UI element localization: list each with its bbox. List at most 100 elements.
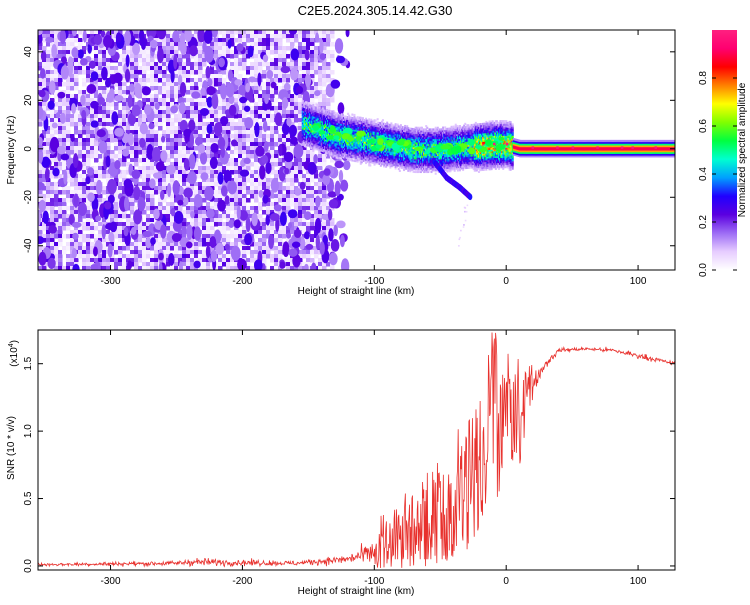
spectrogram-blob — [111, 111, 119, 125]
spectrogram-cell — [54, 110, 59, 115]
spectrogram-cell — [242, 150, 247, 155]
spectrogram-ridge-cell — [313, 121, 316, 124]
spectrogram-cell — [314, 50, 319, 55]
spectrogram-cell — [58, 42, 63, 47]
spectrogram-blob — [314, 217, 322, 234]
spectrogram-cell — [194, 158, 199, 163]
spectrogram-cell — [174, 90, 179, 95]
spectrogram-ridge-cell — [303, 111, 306, 114]
spectrogram-cell — [302, 30, 307, 35]
spectrogram-cell — [78, 182, 83, 187]
spectrogram-cell — [246, 262, 251, 267]
spectrogram-cell — [230, 178, 235, 183]
spectrogram-cell — [226, 122, 231, 127]
spectrogram-cell — [242, 94, 247, 99]
spectrogram-cell — [82, 186, 87, 191]
spectrogram-cell — [134, 146, 139, 151]
spectrogram-cell — [246, 34, 251, 39]
spectrogram-cell — [138, 222, 143, 227]
spectrogram-cell — [302, 174, 307, 179]
spectrogram-cell — [78, 42, 83, 47]
spectrogram-cell — [278, 102, 283, 107]
spectrogram-cell — [50, 206, 55, 211]
spectrogram-cell — [298, 194, 303, 199]
spectrogram-ridge-cell — [312, 103, 315, 107]
spectrogram-cell — [130, 210, 135, 215]
spectrogram-cell — [278, 246, 283, 251]
spectrogram-cell — [158, 90, 163, 95]
spectrogram-cell — [54, 90, 59, 95]
spectrogram-cell — [158, 74, 163, 79]
spectrogram-cell — [182, 246, 187, 251]
spectrogram-cell — [270, 126, 275, 131]
spectrogram-blob — [57, 91, 66, 99]
spectrogram-ridge-cell — [323, 120, 326, 123]
spectrogram-ridge-cell — [317, 146, 320, 149]
spectrogram-blob — [178, 102, 186, 115]
spectrogram-cell — [222, 46, 227, 51]
spectrogram-cell — [202, 74, 207, 79]
spectrogram-cell — [186, 114, 191, 119]
spectrogram-cell — [58, 214, 63, 219]
spectrogram-cell — [166, 162, 171, 167]
spectrogram-cell — [286, 78, 291, 83]
spectrogram-cell — [214, 82, 219, 87]
spectrogram-cell — [170, 218, 175, 223]
spectrogram-blob — [245, 217, 251, 233]
spectrogram-cell — [114, 210, 119, 215]
spectrogram-cell — [154, 122, 159, 127]
spectrogram-cell — [50, 194, 55, 199]
spectrogram-cell — [54, 126, 59, 131]
spectrogram-cell — [298, 214, 303, 219]
spectrogram-cell — [266, 90, 271, 95]
spectrogram-ridge-cell — [320, 117, 323, 120]
spectrogram-cell — [282, 206, 287, 211]
spectrogram-cell — [238, 150, 243, 155]
spectrogram-cell — [102, 170, 107, 175]
spectrogram-blob — [345, 30, 350, 38]
spectrogram-cell — [38, 194, 43, 199]
spectrogram-cell — [106, 266, 111, 270]
spectrogram-cell — [142, 162, 147, 167]
spectrogram-cell — [134, 130, 139, 135]
spectrogram-cell — [154, 90, 159, 95]
spectrogram-cell — [150, 86, 155, 91]
spectrogram-blob — [197, 30, 205, 43]
spectrogram-ridge-cell — [302, 132, 305, 135]
spectrogram-ridge-cell — [301, 111, 304, 115]
spectrogram-cell — [242, 178, 247, 183]
spectrogram-cell — [54, 258, 59, 263]
spectrogram-ridge-cell — [305, 123, 308, 126]
spectrogram-cell — [270, 62, 275, 67]
spectrogram-ridge-cell — [322, 150, 325, 153]
spectrogram-cell — [162, 62, 167, 67]
spectrogram-cell — [150, 62, 155, 67]
spectrogram-cell — [278, 194, 283, 199]
spectrogram-cell — [74, 246, 79, 251]
spectrogram-cell — [102, 242, 107, 247]
spectrogram-cell — [162, 258, 167, 263]
spectrogram-cell — [118, 30, 123, 35]
spectrogram-cell — [230, 114, 235, 119]
spectrogram-cell — [214, 46, 219, 51]
spectrogram-cell — [66, 86, 71, 91]
spectrogram-blob — [130, 227, 137, 235]
spectrogram-cell — [170, 86, 175, 91]
spectrogram-cell — [66, 146, 71, 151]
spectrogram-ridge-cell — [314, 138, 317, 141]
spectrogram-cell — [230, 194, 235, 199]
spectrogram-cell — [106, 114, 111, 119]
spectrogram-cell — [322, 50, 327, 55]
spectrogram-cell — [258, 110, 263, 115]
spectrogram-cell — [110, 82, 115, 87]
spectrogram-cell — [318, 230, 323, 235]
spectrogram-cell — [74, 74, 79, 79]
spectrogram-cell — [198, 90, 203, 95]
spectrogram-cell — [142, 58, 147, 63]
spectrogram-cell — [150, 130, 155, 135]
spectrogram-cell — [154, 54, 159, 59]
spectrogram-cell — [46, 226, 51, 231]
spectrogram-cell — [166, 106, 171, 111]
spectrogram-cell — [154, 66, 159, 71]
spectrogram-cell — [98, 50, 103, 55]
